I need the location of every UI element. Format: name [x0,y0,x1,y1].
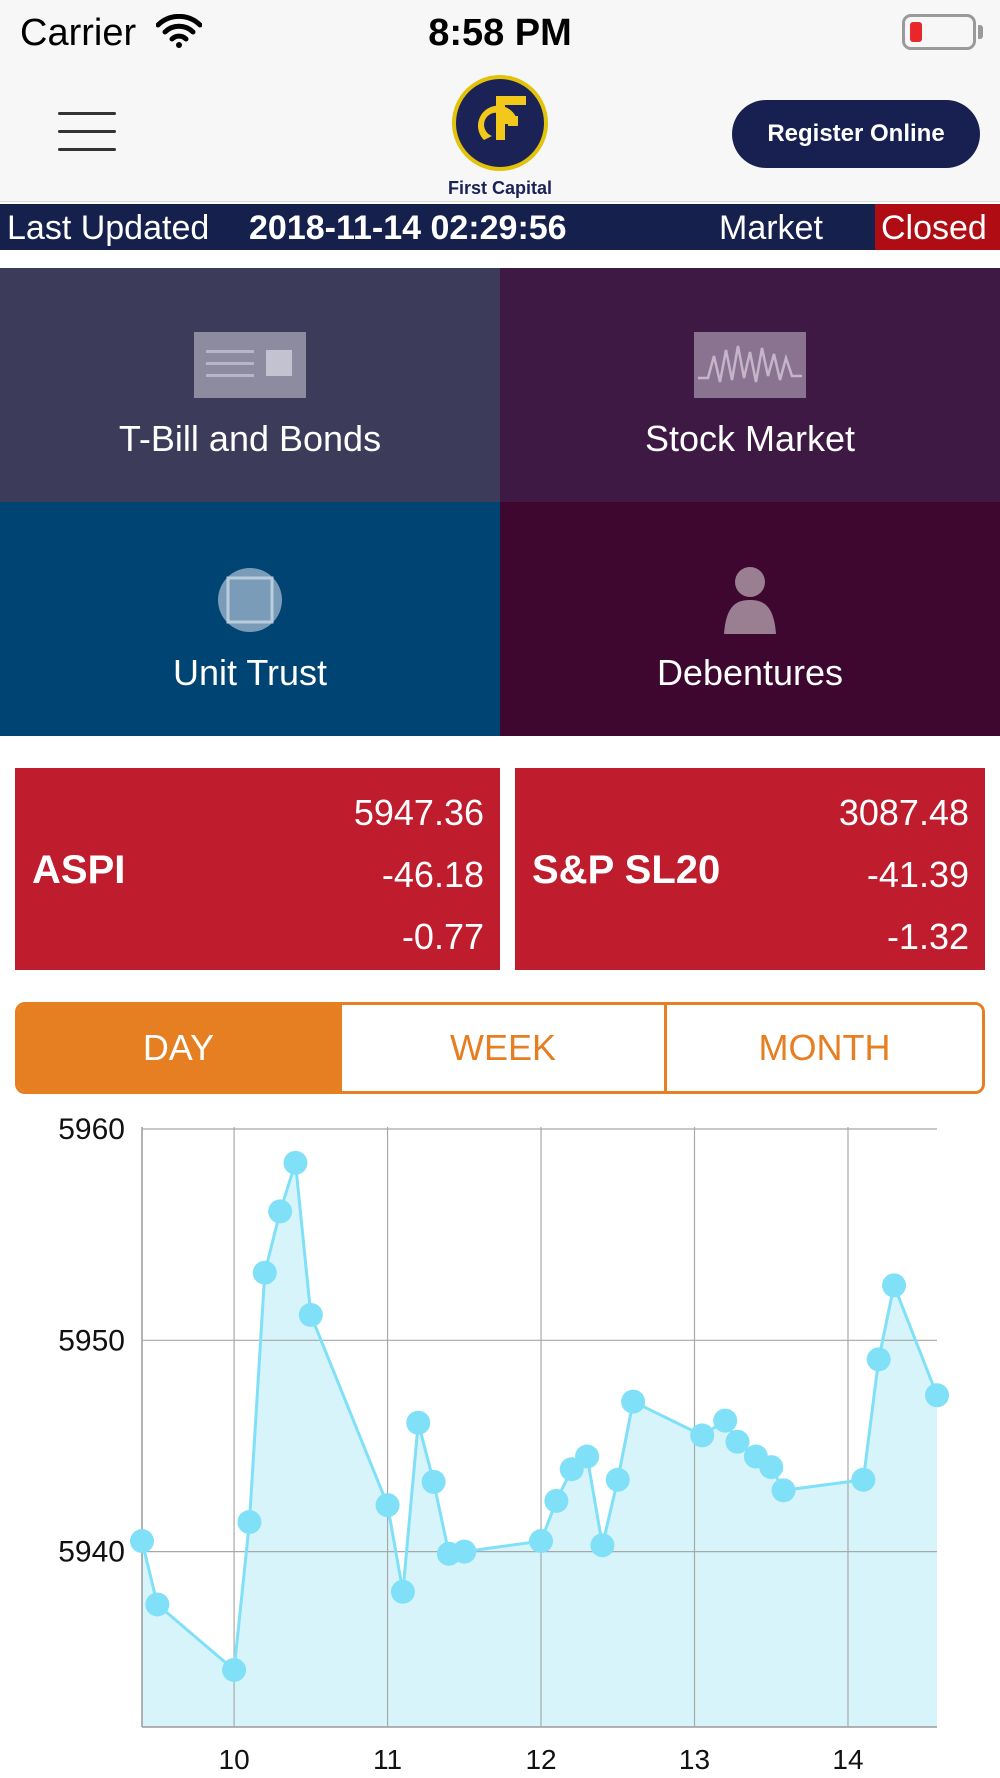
data-point [725,1429,750,1454]
tab-week[interactable]: WEEK [339,1005,664,1091]
data-point [237,1510,262,1535]
data-point [882,1273,907,1298]
index-name: S&P SL20 [532,848,721,892]
status-bar: Carrier 8:58 PM [0,0,1000,66]
data-point [222,1657,247,1682]
battery-tip [978,25,983,39]
x-tick-label: 11 [373,1744,402,1775]
carrier-label: Carrier [20,12,137,54]
data-point [298,1302,323,1327]
tile-label: Unit Trust [172,652,328,693]
tile-label: Stock Market [644,418,856,459]
data-point [283,1150,308,1175]
index-change-percent: -1.32 [886,916,969,957]
tile-stock-market[interactable]: Stock Market [500,268,1000,502]
y-tick-label: 5940 [58,1536,125,1569]
battery-icon [902,14,976,50]
data-point [759,1455,784,1480]
x-tick-label: 10 [219,1744,250,1775]
index-name: ASPI [32,848,126,892]
data-point [252,1260,277,1285]
index-card-aspi[interactable]: ASPI 5947.36 -46.18 -0.77 [15,768,500,970]
index-value: 5947.36 [353,792,484,833]
logo-text: First Capital [447,178,553,198]
logo-emblem-icon [452,75,548,171]
index-change: -46.18 [381,854,484,895]
hamburger-icon-line [58,148,116,151]
last-updated-label: Last Updated [7,209,210,247]
x-tick-label: 12 [525,1744,556,1775]
tile-tbill-bonds[interactable]: T-Bill and Bonds [0,268,500,502]
period-segmented-control: DAY WEEK MONTH [15,1002,985,1094]
data-point [575,1444,600,1469]
tile-debentures[interactable]: Debentures [500,502,1000,736]
series-area-fill [142,1162,937,1727]
market-ticker: Last Updated 2018-11-14 02:29:56 Market … [0,204,1000,250]
data-point [145,1592,170,1617]
x-tick-label: 14 [832,1744,863,1775]
y-tick-label: 5950 [58,1324,125,1357]
tile-unit-trust[interactable]: Unit Trust [0,502,500,736]
last-updated-timestamp: 2018-11-14 02:29:56 [249,209,567,247]
status-time: 8:58 PM [428,12,572,54]
hamburger-menu-button[interactable] [58,112,120,152]
data-point [544,1488,569,1513]
hamburger-icon-line [58,130,116,133]
tab-day[interactable]: DAY [18,1005,339,1091]
data-point [925,1383,949,1408]
y-tick-label: 5960 [58,1113,125,1146]
data-point [866,1347,891,1372]
data-point [851,1467,876,1492]
data-point [130,1529,154,1554]
tab-month[interactable]: MONTH [664,1005,982,1091]
data-point [771,1478,796,1503]
data-point [452,1539,477,1564]
wifi-icon [156,14,202,48]
data-point [268,1199,293,1224]
bond-document-icon [194,332,306,398]
data-point [690,1423,715,1448]
register-online-button[interactable]: Register Online [732,100,980,168]
tile-label: T-Bill and Bonds [118,418,382,459]
index-change: -41.39 [866,854,969,895]
aspi-day-chart: 10 11 12 13 14 5940 5950 5960 [58,1113,949,1775]
market-status-badge: Closed [875,204,1000,250]
person-icon [724,567,776,634]
data-point [605,1467,630,1492]
market-label: Market [719,209,823,247]
data-point [590,1533,615,1558]
data-point [421,1469,446,1494]
index-value: 3087.48 [838,792,969,833]
hamburger-icon [58,112,116,115]
app-header: First Capital Register Online [0,66,1000,202]
data-point [390,1579,415,1604]
data-point [375,1493,400,1518]
first-capital-logo: First Capital [440,70,560,200]
data-point [529,1529,554,1554]
tile-label: Debentures [656,652,844,693]
unit-trust-icon [218,568,282,632]
battery-level [910,22,922,42]
stock-chart-icon [694,332,806,398]
index-card-sp-sl20[interactable]: S&P SL20 3087.48 -41.39 -1.32 [515,768,985,970]
index-change-percent: -0.77 [401,916,484,957]
data-point [406,1410,431,1435]
data-point [713,1408,738,1433]
x-tick-label: 13 [679,1744,710,1775]
data-point [621,1389,646,1414]
